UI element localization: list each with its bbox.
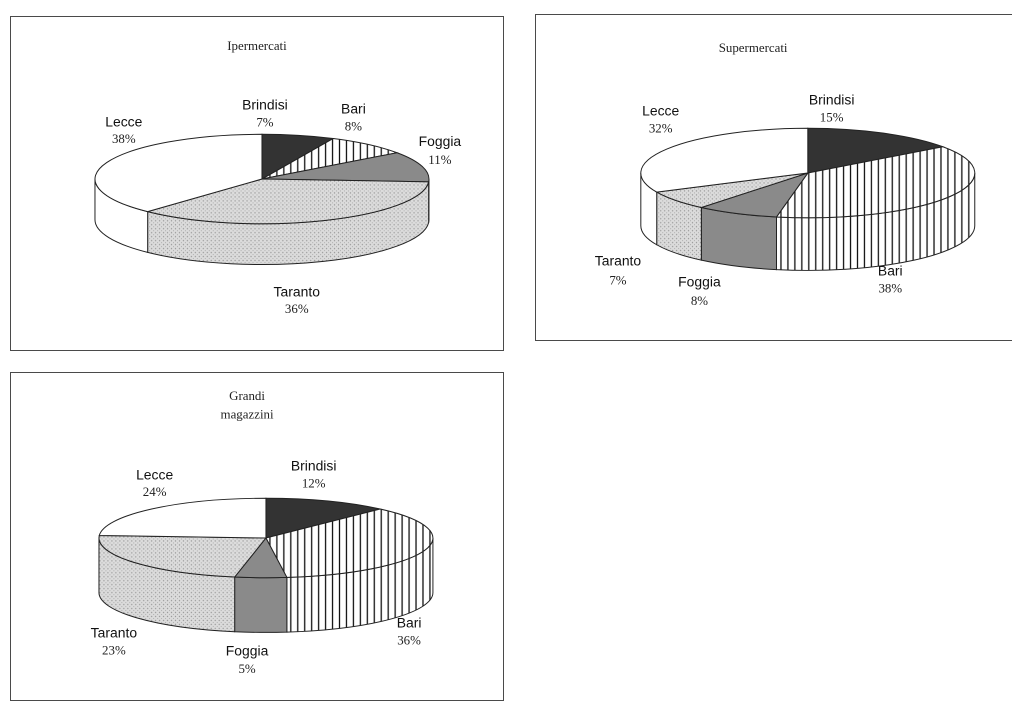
pct-lecce: 38% (112, 131, 136, 146)
label-foggia: Foggia (226, 642, 269, 658)
label-lecce: Lecce (642, 102, 679, 118)
label-lecce: Lecce (105, 113, 142, 129)
pct-foggia: 11% (428, 152, 451, 167)
label-foggia: Foggia (678, 273, 721, 289)
chart-title-line-2: magazzini (221, 407, 274, 422)
label-taranto: Taranto (274, 283, 321, 299)
pie-slice-foggia (261, 152, 430, 183)
chart-panel-grandi-magazzini: Grandi magazzini Brindisi 12% Bari 36% F… (10, 372, 504, 701)
pie-side-foggia (700, 206, 778, 271)
pie-slice-lecce (94, 133, 263, 213)
pie-slice-taranto (98, 534, 267, 578)
label-brindisi: Brindisi (809, 91, 855, 107)
pct-foggia: 5% (238, 661, 255, 676)
pct-brindisi: 15% (820, 109, 844, 124)
label-bari: Bari (341, 100, 366, 116)
pct-bari: 38% (878, 280, 902, 295)
pct-brindisi: 12% (302, 475, 326, 490)
label-taranto: Taranto (91, 624, 138, 640)
label-brindisi: Brindisi (291, 457, 337, 473)
pie-slice-lecce (640, 127, 809, 193)
pct-taranto: 7% (609, 272, 626, 287)
chart-title: Ipermercati (227, 38, 287, 53)
pct-bari: 36% (397, 632, 421, 647)
label-taranto: Taranto (595, 252, 642, 268)
pie-slice-bari (775, 146, 976, 219)
label-lecce: Lecce (136, 466, 173, 482)
chart-title: Supermercati (719, 40, 788, 55)
pct-lecce: 24% (143, 484, 167, 499)
pct-brindisi: 7% (256, 114, 273, 129)
pct-taranto: 23% (102, 642, 126, 657)
label-bari: Bari (878, 262, 903, 278)
label-foggia: Foggia (419, 133, 462, 149)
pie-chart-grandi-magazzini: Grandi magazzini Brindisi 12% Bari 36% F… (91, 388, 434, 676)
chart-panel-supermercati: Supermercati Brindisi 15% Bari 38% Foggi… (535, 14, 1012, 341)
pct-bari: 8% (345, 118, 362, 133)
label-bari: Bari (397, 614, 422, 630)
pie-side-foggia (234, 576, 288, 633)
pie-slice-taranto (145, 178, 430, 225)
pct-taranto: 36% (285, 301, 309, 316)
pie-slice-brindisi (807, 127, 945, 174)
pct-lecce: 32% (649, 120, 673, 135)
pie-slice-brindisi (265, 497, 381, 539)
pct-foggia: 8% (691, 293, 708, 308)
label-brindisi: Brindisi (242, 96, 288, 112)
chart-panel-ipermercati: Ipermercati Brindisi 7% Bari 8% Foggia 1… (10, 16, 504, 351)
pie-chart-supermercati: Supermercati Brindisi 15% Bari 38% Foggi… (595, 40, 976, 308)
pie-chart-ipermercati: Ipermercati Brindisi 7% Bari 8% Foggia 1… (94, 38, 462, 316)
pie-slice-bari (265, 508, 434, 578)
pie-slice-lecce (98, 497, 267, 539)
chart-title-line-1: Grandi (229, 388, 265, 403)
